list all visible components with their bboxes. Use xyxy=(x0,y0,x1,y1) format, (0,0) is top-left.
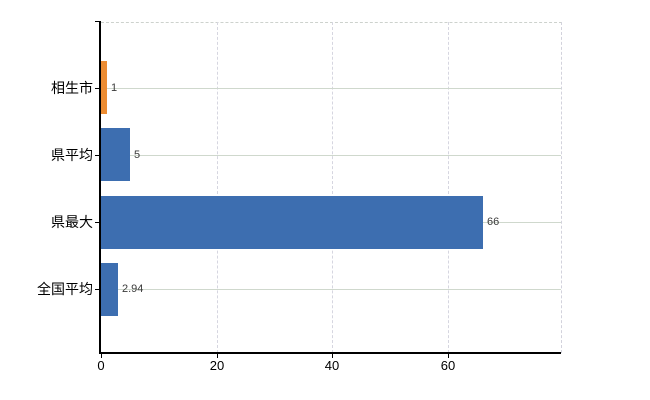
plot-border-top xyxy=(101,22,562,23)
x-axis-tick xyxy=(448,353,449,358)
y-axis-tick xyxy=(95,289,101,290)
gridline-vertical xyxy=(332,22,333,353)
category-label: 県平均 xyxy=(51,147,93,163)
x-axis-line xyxy=(99,352,561,354)
plot-border-right xyxy=(561,22,562,353)
category-label: 相生市 xyxy=(51,80,93,96)
gridline-vertical xyxy=(217,22,218,353)
x-axis-tick xyxy=(217,353,218,358)
gridline-horizontal xyxy=(101,88,561,89)
x-tick-label: 40 xyxy=(324,358,340,373)
category-label: 全国平均 xyxy=(37,281,93,297)
x-axis-tick xyxy=(101,353,102,358)
bar-4 xyxy=(101,263,118,316)
y-axis-top-tick xyxy=(95,21,101,22)
gridline-vertical xyxy=(448,22,449,353)
bar-1 xyxy=(101,61,107,114)
y-axis-tick xyxy=(95,155,101,156)
bar-3 xyxy=(101,196,483,249)
bar-value-label: 5 xyxy=(134,149,141,161)
y-axis-line xyxy=(99,21,101,353)
bar-value-label: 66 xyxy=(487,216,500,228)
x-tick-label: 60 xyxy=(440,358,456,373)
x-tick-label: 0 xyxy=(97,358,105,373)
bar-value-label: 1 xyxy=(111,82,118,94)
gridline-horizontal xyxy=(101,289,561,290)
y-axis-tick xyxy=(95,88,101,89)
plot-area: 1 5 66 2.94 xyxy=(101,22,562,353)
y-axis-tick xyxy=(95,222,101,223)
category-label: 県最大 xyxy=(51,214,93,230)
x-tick-label: 20 xyxy=(209,358,225,373)
x-axis-tick xyxy=(332,353,333,358)
gridline-horizontal xyxy=(101,155,561,156)
bar-2 xyxy=(101,128,130,181)
bar-value-label: 2.94 xyxy=(122,283,144,295)
